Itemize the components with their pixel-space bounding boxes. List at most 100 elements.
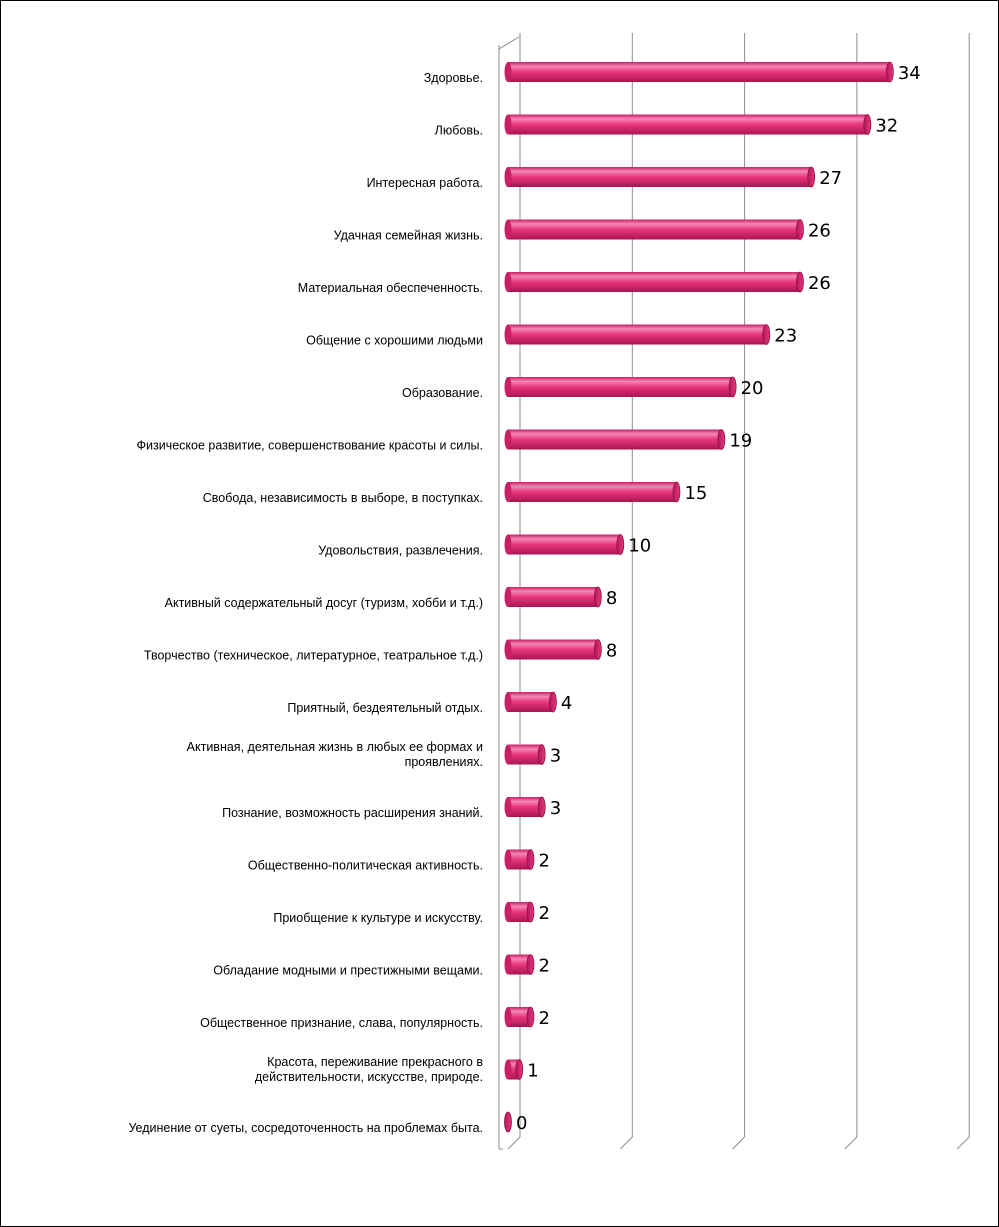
bar <box>504 796 546 818</box>
category-labels: Здоровье. Любовь. Интересная работа. Удачна… <box>128 71 483 1135</box>
value-label: 23 <box>774 326 797 347</box>
floor-line-10 <box>619 1136 633 1150</box>
bar <box>504 534 625 555</box>
value-label: 2 <box>538 1008 549 1029</box>
value-label: 34 <box>898 63 921 84</box>
bar-body <box>508 114 868 135</box>
value-label: 15 <box>684 483 707 504</box>
bar <box>504 114 872 135</box>
bar-start-cap <box>504 167 512 187</box>
bar <box>504 271 804 293</box>
grid-lines <box>498 33 970 1150</box>
bar-start-cap <box>504 692 512 712</box>
bar-end-cap <box>796 271 804 293</box>
bar-start-cap <box>504 324 512 345</box>
bars <box>504 61 894 1133</box>
value-label: 26 <box>808 273 831 294</box>
category-label: Интересная работа. <box>367 176 483 190</box>
category-axis-top <box>498 36 520 50</box>
bar <box>504 744 546 765</box>
bar-body <box>508 639 598 660</box>
bar-start-cap <box>504 219 512 240</box>
bar-body <box>508 324 767 345</box>
bar-start-cap <box>504 1059 512 1080</box>
bar-start-cap <box>504 954 512 975</box>
bar-end-cap <box>807 166 816 188</box>
value-label: 10 <box>628 536 651 557</box>
bar-start-cap <box>504 902 512 922</box>
bar-body <box>508 534 621 555</box>
value-label: 19 <box>729 431 752 452</box>
category-label: Образование. <box>402 386 483 400</box>
bar <box>504 481 681 503</box>
category-label: Удачная семейная жизнь. <box>334 229 483 243</box>
bar-start-cap <box>504 744 512 765</box>
category-label: Творчество (техническое, литературное, т… <box>144 649 483 663</box>
bar-end-cap <box>616 534 625 555</box>
bar-end-cap <box>537 744 546 765</box>
bar <box>504 219 804 240</box>
category-label: Уединение от суеты, сосредоточенность на… <box>128 1121 483 1135</box>
bar-start-cap <box>504 272 512 292</box>
bar-body <box>508 219 800 240</box>
bar <box>504 376 737 398</box>
bar-end-cap <box>672 481 681 503</box>
category-label: Активная, деятельная жизнь в любых ее фо… <box>187 740 483 769</box>
value-label: 2 <box>538 903 549 924</box>
value-label: 1 <box>527 1061 538 1082</box>
bar-body <box>508 62 890 82</box>
floor-line-20 <box>732 1136 745 1150</box>
bar-end-cap <box>593 586 602 608</box>
bar-body <box>508 692 553 712</box>
bar-start-cap <box>504 587 512 607</box>
bar-end-cap <box>537 796 546 818</box>
bar <box>504 586 602 608</box>
floor-line-40 <box>956 1136 970 1150</box>
bar-start-cap <box>504 377 512 397</box>
bar-body <box>508 1059 520 1080</box>
bar-body <box>508 167 812 187</box>
value-label: 8 <box>606 641 617 662</box>
category-label: Приобщение к культуре и искусству. <box>273 911 483 925</box>
category-label: Любовь. <box>435 124 483 138</box>
value-label: 3 <box>550 798 561 819</box>
bar-end-cap <box>504 1111 512 1133</box>
value-label: 2 <box>538 851 549 872</box>
bar-end-cap <box>885 61 894 83</box>
bar-body <box>508 429 722 450</box>
bar-end-cap <box>762 324 771 345</box>
bar-body <box>508 1007 531 1027</box>
bar <box>504 1111 512 1133</box>
bar-start-cap <box>504 62 512 82</box>
bar-end-cap <box>728 376 737 398</box>
bar-end-cap <box>526 849 535 870</box>
category-label: Удовольствия, развлечения. <box>318 544 483 558</box>
floor-line-30 <box>844 1136 858 1150</box>
bar-body <box>508 272 800 292</box>
value-label: 26 <box>808 221 831 242</box>
bar <box>504 849 535 870</box>
bar-end-cap <box>549 691 557 713</box>
bar-start-cap <box>504 429 512 450</box>
bar <box>504 1059 524 1080</box>
category-label: Свобода, независимость в выборе, в посту… <box>203 491 483 505</box>
bar-body <box>508 587 598 607</box>
category-label: Здоровье. <box>424 71 483 85</box>
category-label: Приятный, бездеятельный отдых. <box>287 701 483 715</box>
bar <box>504 691 557 713</box>
bar-start-cap <box>504 114 512 135</box>
bar-body <box>508 902 531 922</box>
bar-end-cap <box>796 219 804 240</box>
value-label: 0 <box>516 1113 527 1134</box>
category-label: Материальная обеспеченность. <box>298 281 483 295</box>
value-label: 27 <box>819 168 842 189</box>
bar <box>504 166 816 188</box>
bar <box>504 639 602 660</box>
bar-end-cap <box>515 1059 524 1080</box>
bar-body <box>508 377 733 397</box>
bar-end-cap <box>863 114 872 135</box>
bar-end-cap <box>526 954 535 975</box>
bar <box>504 61 894 83</box>
